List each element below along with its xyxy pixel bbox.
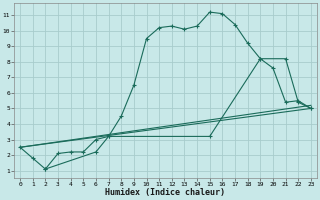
X-axis label: Humidex (Indice chaleur): Humidex (Indice chaleur) — [106, 188, 226, 197]
